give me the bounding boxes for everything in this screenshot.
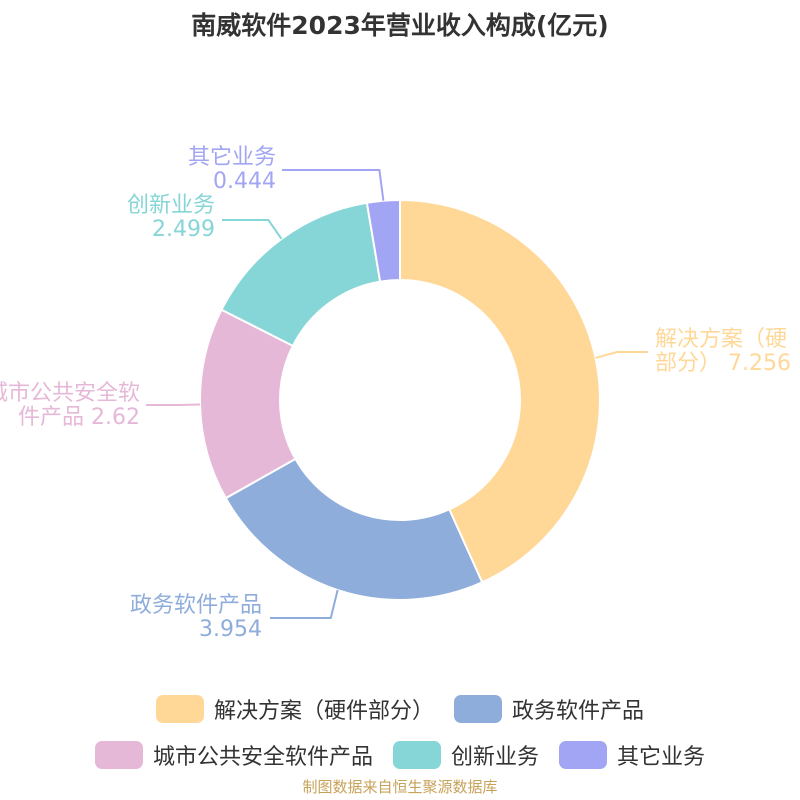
legend-label: 政务软件产品 bbox=[512, 699, 645, 724]
slice-label-innovation-line2: 2.499 bbox=[152, 217, 215, 242]
slice-label-other-line2: 0.444 bbox=[213, 169, 276, 194]
slice-label-gov-software-line1: 政务软件产品 bbox=[130, 593, 262, 618]
legend-item-gov-software[interactable]: 政务软件产品 bbox=[454, 693, 644, 725]
leader-line-public-safety-software bbox=[146, 403, 201, 406]
legend: 解决方案（硬件部分） 政务软件产品 城市公共安全软件产品 创新业务 其它业务 bbox=[0, 686, 800, 778]
slice-label-solutions-hardware-line1: 解决方案（硬 bbox=[655, 327, 787, 352]
legend-row-1: 解决方案（硬件部分） 政务软件产品 bbox=[0, 686, 800, 732]
legend-label: 解决方案（硬件部分） bbox=[213, 699, 434, 724]
legend-item-solutions-hardware[interactable]: 解决方案（硬件部分） bbox=[155, 693, 434, 725]
legend-swatch bbox=[392, 741, 441, 769]
legend-swatch bbox=[94, 741, 143, 769]
legend-item-other[interactable]: 其它业务 bbox=[559, 739, 705, 771]
slice-other[interactable] bbox=[365, 198, 401, 283]
slice-label-gov-software-line2: 3.954 bbox=[199, 617, 262, 642]
slice-label-other-line1: 其它业务 bbox=[188, 145, 276, 170]
slice-solutions-hardware[interactable] bbox=[399, 198, 601, 584]
leader-line-innovation bbox=[222, 219, 283, 240]
legend-row-2: 城市公共安全软件产品 创新业务 其它业务 bbox=[0, 732, 800, 778]
leader-line-other bbox=[282, 169, 385, 201]
legend-label: 其它业务 bbox=[617, 745, 706, 770]
legend-item-public-safety-software[interactable]: 城市公共安全软件产品 bbox=[94, 739, 373, 771]
leader-line-solutions-hardware bbox=[595, 351, 648, 359]
legend-label: 城市公共安全软件产品 bbox=[152, 745, 373, 770]
legend-item-innovation[interactable]: 创新业务 bbox=[392, 739, 539, 771]
legend-swatch bbox=[454, 695, 502, 723]
slice-label-public-safety-software-line2: 件产品 2.62 bbox=[18, 405, 140, 430]
source-note: 制图数据来自恒生聚源数据库 bbox=[302, 778, 498, 796]
slice-label-innovation-line1: 创新业务 bbox=[127, 193, 215, 218]
leader-line-gov-software bbox=[270, 589, 339, 619]
slice-label-solutions-hardware-line2: 部分） 7.256 bbox=[655, 351, 791, 376]
slice-gov-software[interactable] bbox=[224, 457, 484, 601]
legend-swatch bbox=[155, 695, 204, 723]
legend-label: 创新业务 bbox=[450, 745, 539, 770]
chart-title: 南威软件2023年营业收入构成(亿元) bbox=[191, 11, 609, 40]
legend-swatch bbox=[559, 741, 607, 769]
slice-label-public-safety-software-line1: 城市公共安全软 bbox=[0, 381, 140, 406]
